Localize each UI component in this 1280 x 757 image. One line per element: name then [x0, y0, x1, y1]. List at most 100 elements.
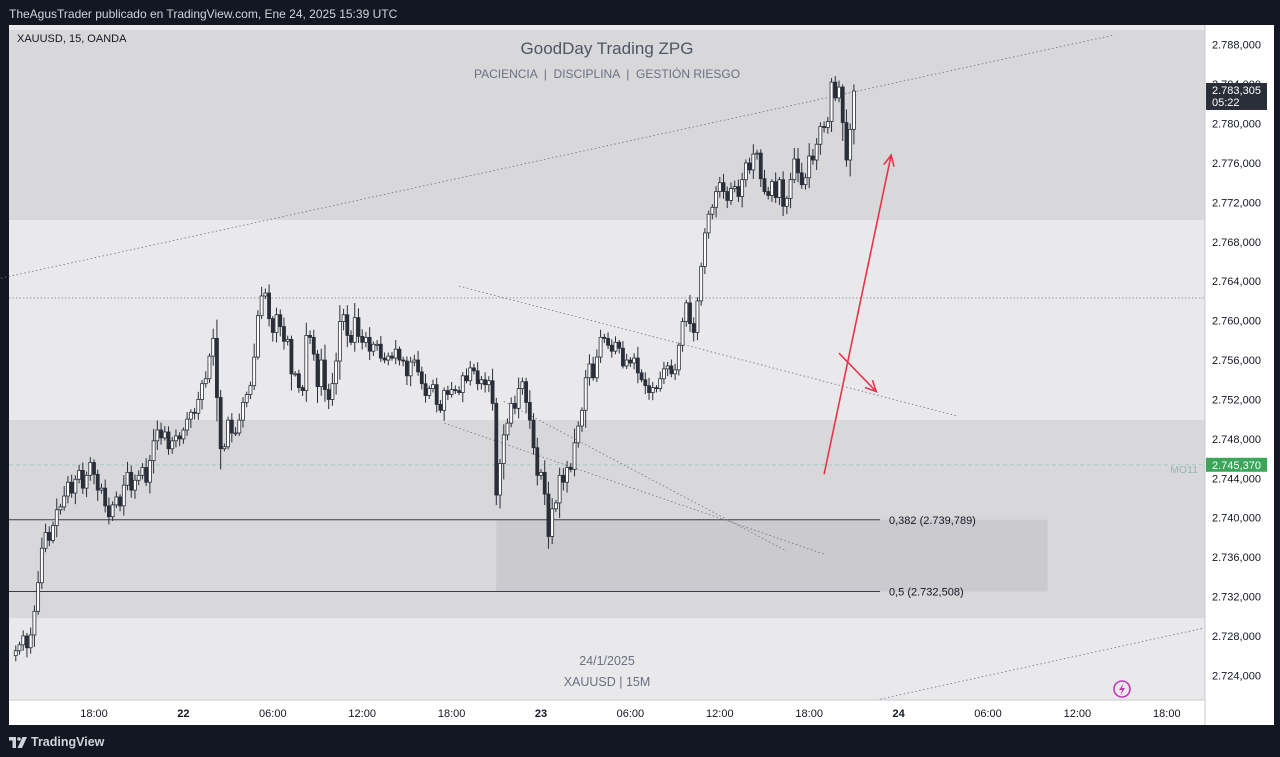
candle-body — [133, 479, 137, 491]
candle-body — [200, 383, 204, 400]
candle — [784, 195, 789, 215]
candle — [237, 413, 242, 436]
candle — [684, 299, 689, 327]
candle-body — [565, 467, 569, 483]
candle — [144, 458, 149, 486]
candle-body — [576, 425, 581, 444]
candle-body — [423, 383, 428, 396]
candle-body — [54, 509, 59, 526]
candle — [28, 627, 33, 654]
candle-body — [758, 152, 763, 180]
candle — [54, 498, 59, 538]
candle-body — [513, 402, 517, 409]
candle-body — [792, 158, 797, 181]
candle — [47, 526, 52, 547]
candle-body — [13, 650, 18, 657]
arrows — [823, 153, 895, 475]
candle — [177, 432, 182, 447]
tradingview-logo[interactable]: TradingView — [9, 735, 104, 749]
candle — [658, 371, 663, 392]
candle-body — [598, 336, 603, 358]
candle — [669, 359, 674, 378]
candle — [725, 186, 730, 209]
candle-body — [434, 384, 439, 405]
candle — [513, 395, 517, 415]
arrow-shaft — [838, 352, 877, 393]
candle-body — [837, 86, 841, 99]
candle-body — [118, 496, 122, 507]
candle — [445, 385, 450, 400]
candle — [371, 341, 376, 356]
candle-body — [822, 126, 826, 128]
chart[interactable]: 0,382 (2.739,789) 0,5 (2.732,508) XAUUSD,… — [0, 0, 1280, 727]
candle — [516, 377, 521, 419]
candle — [673, 363, 677, 381]
candle-body — [337, 321, 342, 362]
candle — [207, 353, 212, 384]
candle — [200, 380, 204, 410]
candle — [356, 308, 361, 343]
candle-body — [92, 462, 96, 475]
candle-body — [17, 644, 22, 652]
candle — [732, 180, 737, 193]
candle — [729, 182, 733, 205]
y-tick-label: 2.776,000 — [1212, 158, 1261, 170]
candle-body — [360, 335, 365, 343]
y-tick-label: 2.768,000 — [1212, 237, 1261, 249]
candle — [121, 475, 126, 516]
candle — [431, 379, 435, 393]
candle — [799, 162, 804, 189]
candle — [147, 454, 152, 494]
candle — [140, 463, 145, 480]
candle-body — [345, 314, 350, 336]
candle-body — [401, 359, 406, 362]
candle — [740, 172, 745, 208]
candle-body — [729, 188, 733, 201]
candle-body — [796, 158, 800, 174]
candle — [833, 76, 838, 102]
candle — [531, 413, 536, 455]
x-tick-label: 12:00 — [706, 708, 734, 720]
candle — [84, 471, 89, 498]
candle-body — [457, 390, 461, 393]
candle-body — [419, 371, 424, 385]
candle — [777, 176, 782, 205]
candle-body — [129, 471, 134, 491]
candle-body — [390, 355, 394, 359]
candle — [736, 179, 741, 203]
candle — [662, 361, 666, 384]
candle-body — [416, 359, 420, 373]
candle — [498, 459, 502, 509]
candle-body — [121, 484, 126, 507]
candle-body — [632, 357, 637, 364]
lightning-icon[interactable] — [1113, 680, 1131, 698]
candle-body — [364, 336, 368, 343]
candle-body — [393, 348, 398, 359]
candle-body — [185, 418, 190, 431]
candle-body — [546, 493, 551, 537]
candle-body — [736, 186, 741, 197]
candle-body — [166, 431, 171, 450]
y-tick-label: 2.788,000 — [1212, 40, 1261, 52]
candle-body — [606, 337, 610, 346]
candle-body — [460, 375, 465, 393]
candle — [773, 172, 778, 203]
y-tick-label: 2.728,000 — [1212, 631, 1261, 643]
candle — [218, 389, 223, 470]
ma-price-tag-bg — [1206, 457, 1267, 472]
x-tick-label: 24 — [892, 708, 905, 720]
candle — [58, 503, 63, 515]
candle-body — [561, 474, 566, 483]
trendline-2 — [503, 401, 788, 552]
candle — [587, 354, 592, 386]
candle-body — [386, 355, 391, 361]
candle — [393, 339, 398, 365]
candle-body — [248, 385, 253, 395]
candle-body — [159, 429, 163, 439]
candle — [39, 537, 44, 589]
y-tick-label: 2.732,000 — [1212, 592, 1261, 604]
candle-body — [47, 532, 52, 541]
candle — [337, 305, 342, 380]
candle — [580, 407, 584, 432]
